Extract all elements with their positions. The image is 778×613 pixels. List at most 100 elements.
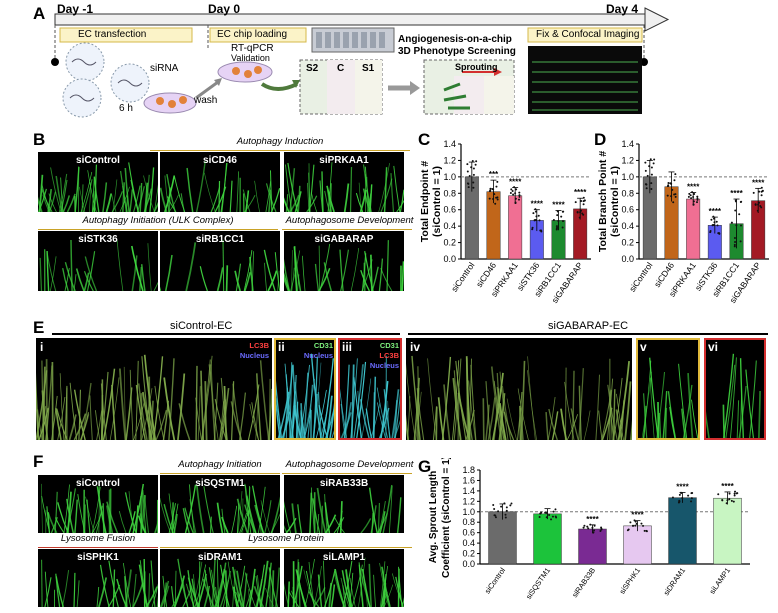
data-point	[649, 158, 652, 161]
data-point	[626, 529, 629, 532]
data-point	[489, 187, 492, 190]
y-tick-label: 0.6	[443, 205, 456, 215]
data-point	[489, 189, 492, 192]
data-point	[551, 515, 554, 518]
data-point	[687, 195, 690, 198]
y-tick-label: 1.0	[462, 507, 475, 517]
e-sub-label: vi	[708, 340, 719, 354]
data-point	[556, 226, 559, 229]
data-point	[557, 220, 560, 223]
data-point	[488, 197, 491, 200]
y-tick-label: 0.0	[621, 254, 634, 264]
data-point	[634, 520, 637, 523]
data-point	[718, 232, 721, 235]
data-point	[648, 165, 651, 168]
category-label: siControl	[483, 566, 508, 596]
data-point	[645, 529, 648, 532]
data-point	[466, 170, 469, 173]
data-point	[728, 492, 731, 495]
data-point	[734, 490, 737, 493]
data-point	[531, 228, 534, 231]
data-point	[582, 203, 585, 206]
panel-label-a: A	[33, 4, 46, 23]
data-point	[471, 160, 474, 163]
f-micrograph-sisphk1: siSPHK1	[38, 549, 158, 607]
panel-a-schematic	[51, 7, 670, 118]
b-group-autophagosome: Autophagosome Development	[285, 215, 414, 226]
data-point	[732, 500, 735, 503]
data-point	[540, 511, 543, 514]
day-0: Day 0	[208, 2, 241, 16]
data-point	[593, 529, 596, 532]
data-point	[500, 505, 503, 508]
data-point	[650, 182, 653, 185]
panel-label-g: G	[418, 457, 432, 476]
bar-sirab33b	[578, 528, 607, 565]
data-point	[760, 206, 763, 209]
category-label: siControl	[449, 260, 476, 293]
significance-label: ****	[631, 511, 644, 520]
data-point	[554, 508, 557, 511]
y-tick-label: 1.4	[462, 486, 475, 496]
day-4: Day 4	[606, 2, 639, 16]
data-point	[582, 196, 585, 199]
data-point	[545, 516, 548, 519]
e-sub-label: ii	[278, 340, 285, 354]
y-tick-label: 0.8	[462, 517, 475, 527]
micrograph-label: siLAMP1	[322, 552, 366, 563]
significance-label: ***	[489, 170, 499, 179]
data-point	[740, 224, 743, 227]
data-point	[754, 203, 757, 206]
stain-label: LC3B	[379, 351, 399, 360]
f-group-lysosome-fusion: Lysosome Fusion	[60, 533, 136, 544]
data-point	[579, 211, 582, 214]
data-point	[634, 524, 637, 527]
data-point	[556, 214, 559, 217]
data-point	[545, 511, 548, 514]
data-point	[518, 195, 521, 198]
bar-sicontrol	[488, 511, 517, 565]
data-point	[504, 516, 507, 519]
data-point	[733, 492, 736, 495]
data-point	[514, 192, 517, 195]
e-ii-micrograph: ii CD31 Nucleus	[274, 338, 336, 440]
data-point	[681, 497, 684, 500]
data-point	[728, 498, 731, 501]
data-point	[556, 210, 559, 213]
data-point	[725, 502, 728, 505]
data-point	[582, 213, 585, 216]
data-point	[503, 502, 506, 505]
data-point	[510, 188, 513, 191]
significance-label: ****	[509, 178, 522, 187]
data-point	[561, 226, 564, 229]
data-point	[758, 201, 761, 204]
y-tick-label: 0.2	[621, 238, 634, 248]
data-point	[561, 210, 564, 213]
data-point	[644, 161, 647, 164]
chip-label-s1: S1	[362, 63, 375, 74]
data-point	[650, 166, 653, 169]
data-point	[717, 493, 720, 496]
data-point	[472, 186, 475, 189]
data-point	[733, 236, 736, 239]
sirna-label: siRNA	[150, 63, 179, 74]
f-micrograph-sicontrol: siControl	[38, 475, 158, 533]
data-point	[583, 524, 586, 527]
data-point	[680, 491, 683, 494]
b-micrograph-sigabarap: siGABARAP	[284, 231, 404, 291]
f-micrograph-silamp1: siLAMP1	[284, 549, 404, 607]
data-point	[475, 160, 478, 163]
y-tick-label: 0.4	[621, 221, 634, 231]
category-label: siRAB33B	[570, 566, 597, 599]
data-point	[759, 204, 762, 207]
data-point	[733, 494, 736, 497]
data-point	[716, 224, 719, 227]
f-micrograph-sidram1: siDRAM1	[160, 549, 280, 607]
data-point	[692, 200, 695, 203]
data-point	[534, 208, 537, 211]
data-point	[695, 201, 698, 204]
bar-sidram1	[668, 497, 697, 565]
y-tick-label: 1.4	[621, 139, 634, 149]
data-point	[752, 191, 755, 194]
stain-label: Nucleus	[369, 361, 399, 370]
